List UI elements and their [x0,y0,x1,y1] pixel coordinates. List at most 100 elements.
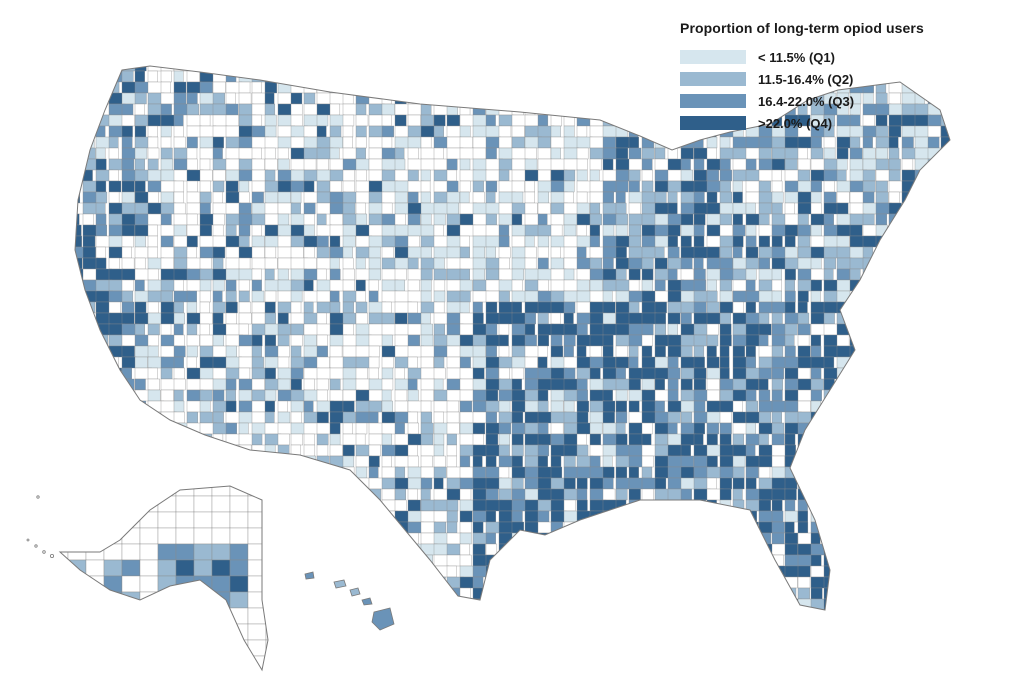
county-cell [719,301,734,314]
county-cell [810,136,822,149]
county-cell [628,235,642,248]
county-cell [472,422,486,435]
county-cell [602,389,613,402]
county-cell [719,488,732,501]
county-cell [667,543,683,556]
county-cell [381,334,393,347]
county-cell [641,158,653,171]
county-cell [173,433,191,446]
county-cell [75,477,81,490]
county-cell [927,455,944,468]
borough-cell [139,511,159,529]
county-cell [472,499,488,512]
county-cell [355,576,371,589]
county-cell [472,202,488,215]
county-cell [654,521,670,534]
county-cell [680,356,697,369]
county-cell [537,279,549,292]
county-cell [303,158,317,171]
county-cell [680,169,693,182]
county-cell [303,510,321,523]
county-cell [680,235,692,248]
county-cell [888,334,901,347]
county-cell [732,565,750,578]
county-cell [706,334,719,347]
county-cell [277,180,294,193]
county-cell [433,301,445,314]
county-cell [667,367,681,380]
county-cell [498,268,513,281]
county-cell [537,565,555,578]
county-cell [420,444,437,457]
county-cell [732,268,748,281]
county-cell [654,235,671,248]
county-cell [290,543,303,556]
county-cell [394,81,408,94]
county-cell [836,521,851,534]
county-cell [589,576,604,589]
county-cell [212,125,228,138]
borough-cell [193,575,213,593]
county-cell [511,422,526,435]
county-cell [368,279,379,292]
county-cell [459,169,476,182]
county-cell [823,422,835,435]
county-cell [537,81,553,94]
county-cell [316,444,329,457]
county-cell [420,565,435,578]
county-cell [927,477,939,490]
county-cell [199,191,212,204]
county-cell [446,125,463,138]
county-cell [810,455,823,468]
county-cell [316,202,331,215]
county-cell [251,433,263,446]
county-cell [940,554,950,567]
county-cell [95,66,109,72]
county-cell [75,92,80,105]
county-cell [810,169,826,182]
county-cell [186,158,198,171]
county-cell [472,235,487,248]
county-cell [914,246,928,259]
county-cell [186,136,198,149]
county-cell [693,598,709,610]
county-cell [537,367,553,380]
borough-cell [193,527,213,545]
county-cell [537,202,551,215]
county-cell [121,224,135,237]
county-cell [420,323,433,336]
county-cell [524,422,541,435]
county-cell [706,576,724,589]
county-cell [121,235,134,248]
county-cell [602,411,615,424]
county-cell [108,66,119,72]
county-cell [550,290,566,303]
county-cell [537,576,555,589]
county-cell [264,367,276,380]
county-cell [602,81,614,94]
county-cell [654,576,670,589]
county-cell [381,136,393,149]
county-cell [342,543,355,556]
county-cell [940,290,950,303]
county-cell [134,125,147,138]
county-cell [95,70,108,83]
county-cell [329,587,341,600]
county-cell [654,70,667,83]
county-cell [927,257,939,270]
county-cell [394,422,405,435]
county-cell [576,422,591,435]
county-cell [251,202,267,215]
county-cell [628,169,641,182]
county-cell [888,279,905,292]
county-cell [290,510,306,523]
county-cell [147,235,158,248]
county-cell [954,148,967,159]
county-cell [251,367,266,380]
county-cell [121,70,134,83]
county-cell [368,70,384,83]
county-cell [277,510,294,523]
county-cell [797,312,810,325]
borough-cell [193,495,213,513]
county-cell [108,213,124,226]
